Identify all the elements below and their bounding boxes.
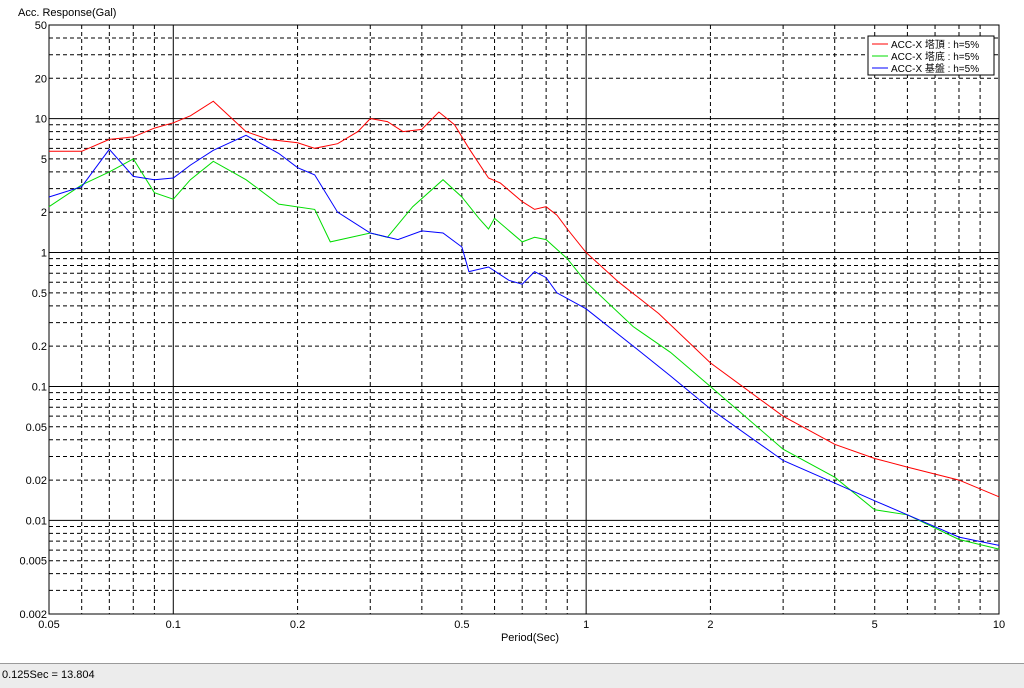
y-tick-label: 0.005 [19, 556, 47, 568]
y-tick-label: 0.2 [32, 341, 47, 353]
series-line-2 [48, 158, 1000, 550]
x-tick-label: 0.05 [38, 619, 59, 631]
legend-box [867, 35, 995, 76]
x-tick-label: 10 [993, 619, 1005, 631]
x-tick-label: 0.2 [290, 619, 305, 631]
legend-label: ACC-X 塔底 : h=5% [891, 50, 979, 63]
y-tick-label: 0.1 [32, 381, 47, 393]
y-tick-label: 20 [35, 73, 47, 85]
x-tick-label: 2 [707, 619, 713, 631]
x-tick-label: 0.1 [166, 619, 181, 631]
y-tick-label: 5 [41, 154, 47, 166]
status-readout: 0.125Sec = 13.804 [2, 669, 95, 681]
x-tick-label: 5 [872, 619, 878, 631]
legend: ACC-X 塔頂 : h=5%ACC-X 塔底 : h=5%ACC-X 基盤 :… [867, 35, 995, 76]
y-tick-label: 0.01 [26, 515, 47, 527]
x-tick-label: 1 [583, 619, 589, 631]
y-tick-label: 0.5 [32, 288, 47, 300]
series-line-1 [49, 100, 1000, 498]
status-bar: 0.125Sec = 13.804 [0, 663, 1024, 688]
series-lines [48, 100, 1000, 550]
y-tick-label: 1 [41, 248, 47, 260]
y-axis-label: Acc. Response(Gal) [18, 7, 116, 19]
spectrum-chart: 0.05 0.1 0.2 0.5 1 2 5 10 0.002 0.005 0.01 0.02 0.05… [0, 0, 1024, 662]
chart-background [0, 0, 1024, 662]
chart-svg: 0.05 0.1 0.2 0.5 1 2 5 10 0.002 0.005 0.01 0.02 0.05… [0, 0, 1024, 662]
y-tick-label: 0.05 [26, 422, 47, 434]
legend-label: ACC-X 基盤 : h=5% [891, 62, 979, 75]
y-tick-label: 0.002 [19, 609, 47, 621]
y-tick-label: 10 [35, 114, 47, 126]
y-tick-label: 2 [41, 207, 47, 219]
x-tick-label: 0.5 [454, 619, 469, 631]
y-tick-label: 50 [35, 20, 47, 32]
plot-frame [48, 24, 1000, 615]
tick-labels: 0.05 0.1 0.2 0.5 1 2 5 10 0.002 0.005 0.01 0.02 0.05… [19, 20, 1005, 631]
x-axis-label: Period(Sec) [501, 632, 559, 644]
series-line-3 [48, 134, 1000, 546]
legend-label: ACC-X 塔頂 : h=5% [891, 38, 979, 51]
y-tick-label: 0.02 [26, 475, 47, 487]
